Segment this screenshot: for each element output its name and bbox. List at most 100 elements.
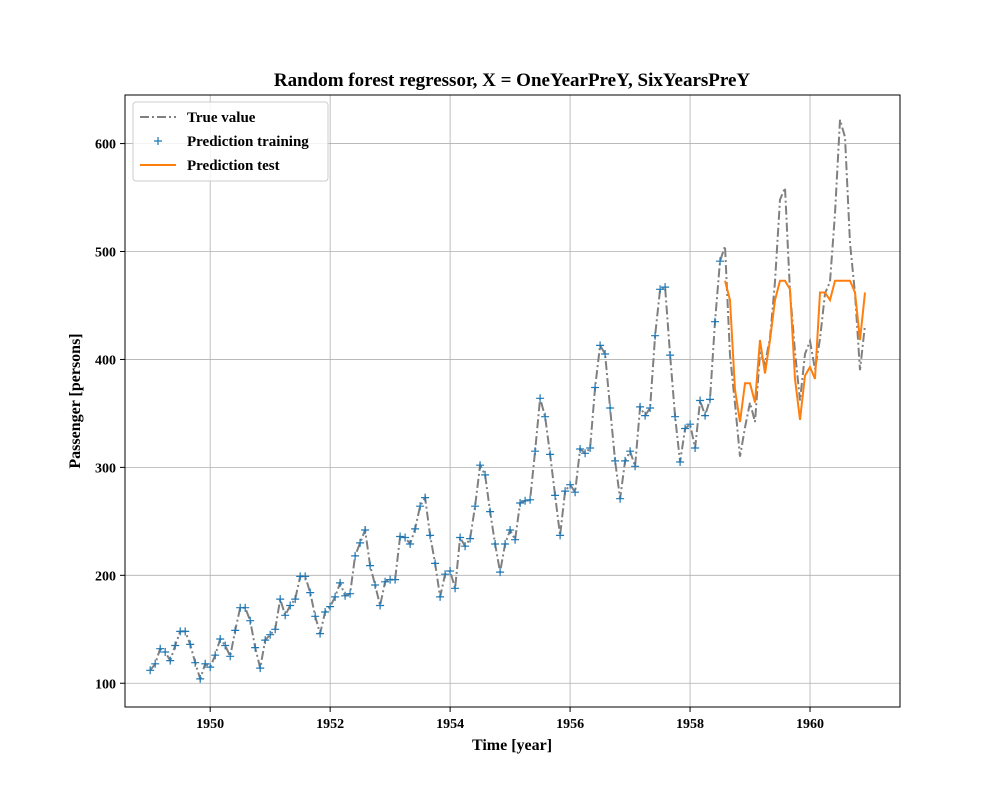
training-point [251, 643, 260, 652]
training-point [521, 496, 530, 505]
legend: True value Prediction training Predictio… [132, 101, 329, 182]
training-point [171, 641, 180, 650]
training-point [651, 331, 660, 340]
legend-label-prediction-test: Prediction test [187, 158, 280, 174]
x-tick-label: 1952 [316, 717, 344, 732]
training-point [376, 601, 385, 610]
y-tick-label: 600 [95, 138, 116, 153]
training-point [516, 499, 525, 507]
x-tick-label: 1958 [676, 717, 704, 732]
training-point [301, 572, 310, 581]
training-point [491, 540, 500, 548]
training-point [246, 616, 255, 625]
training-point [166, 656, 175, 665]
training-point [231, 626, 240, 635]
training-point [291, 595, 300, 604]
x-tick-label: 1960 [796, 717, 824, 732]
training-point [191, 658, 200, 667]
grid [125, 95, 900, 707]
training-point [286, 601, 295, 610]
series-line-true-value [149, 119, 866, 683]
training-point [511, 535, 520, 544]
training-point [576, 445, 585, 453]
training-point [266, 630, 275, 639]
training-point [161, 648, 170, 656]
legend-plus-marker [154, 137, 162, 145]
training-point [281, 611, 290, 620]
x-tick-label: 1956 [556, 717, 584, 732]
x-tick-label: 1954 [436, 717, 464, 732]
legend-label-prediction-training: Prediction training [187, 134, 309, 150]
series-line-prediction-test [724, 279, 866, 423]
training-point [391, 575, 400, 584]
training-point [381, 577, 390, 586]
training-point [671, 412, 680, 421]
training-point [686, 420, 695, 429]
training-point [571, 488, 580, 497]
training-point [401, 533, 410, 542]
training-point [186, 640, 195, 649]
training-point [646, 404, 655, 412]
training-point [561, 487, 570, 496]
training-point [636, 402, 645, 411]
y-tick-label: 100 [95, 677, 116, 692]
training-point [201, 659, 210, 668]
training-point [321, 608, 330, 616]
training-point [706, 395, 714, 404]
training-point [326, 602, 335, 611]
y-tick-label: 200 [95, 569, 116, 584]
training-point [626, 447, 635, 456]
training-point [461, 542, 470, 551]
plot-frame [124, 94, 901, 708]
training-point [256, 664, 265, 673]
training-point [216, 635, 225, 643]
training-point [526, 495, 535, 504]
training-point [351, 551, 360, 560]
training-point [206, 663, 215, 672]
training-point [466, 534, 475, 543]
training-point [436, 592, 445, 601]
training-point [431, 559, 440, 568]
training-point [616, 494, 625, 503]
training-point [676, 458, 685, 466]
training-point [681, 424, 690, 433]
legend-label-true-value: True value [187, 110, 256, 126]
legend-swatch-prediction-training [154, 137, 162, 145]
training-point [276, 595, 285, 604]
training-point [591, 383, 600, 392]
x-tick-label: 1950 [196, 717, 224, 732]
training-point [196, 674, 205, 683]
training-point [261, 636, 270, 645]
training-point [691, 444, 700, 452]
training-point [631, 462, 640, 471]
training-point [441, 570, 450, 579]
training-point [151, 659, 160, 668]
training-point [506, 526, 515, 534]
training-point [536, 394, 545, 403]
training-point [226, 652, 235, 661]
training-point [456, 533, 465, 542]
training-point [556, 531, 565, 540]
training-point [476, 461, 485, 470]
training-point [656, 285, 665, 294]
training-point [551, 491, 560, 500]
training-point [606, 404, 615, 412]
training-point [426, 531, 435, 540]
training-point [331, 592, 340, 601]
training-point [336, 578, 345, 587]
chart-title: Random forest regressor, X = OneYearPreY… [274, 70, 751, 91]
legend-box [132, 101, 329, 182]
training-point [641, 411, 650, 420]
training-point [146, 666, 155, 675]
training-point [451, 584, 460, 593]
training-point [396, 532, 405, 541]
ticks: 1950 1952 1954 1956 1958 1960 100 200 300 400 500 6… [95, 138, 824, 732]
training-point [586, 444, 595, 452]
training-point [241, 603, 250, 612]
training-point [156, 644, 165, 653]
x-axis-label: Time [year] [472, 737, 552, 754]
y-axis-label: Passenger [persons] [67, 333, 84, 468]
training-point [371, 581, 380, 589]
training-point [411, 524, 420, 533]
training-point [446, 567, 455, 575]
